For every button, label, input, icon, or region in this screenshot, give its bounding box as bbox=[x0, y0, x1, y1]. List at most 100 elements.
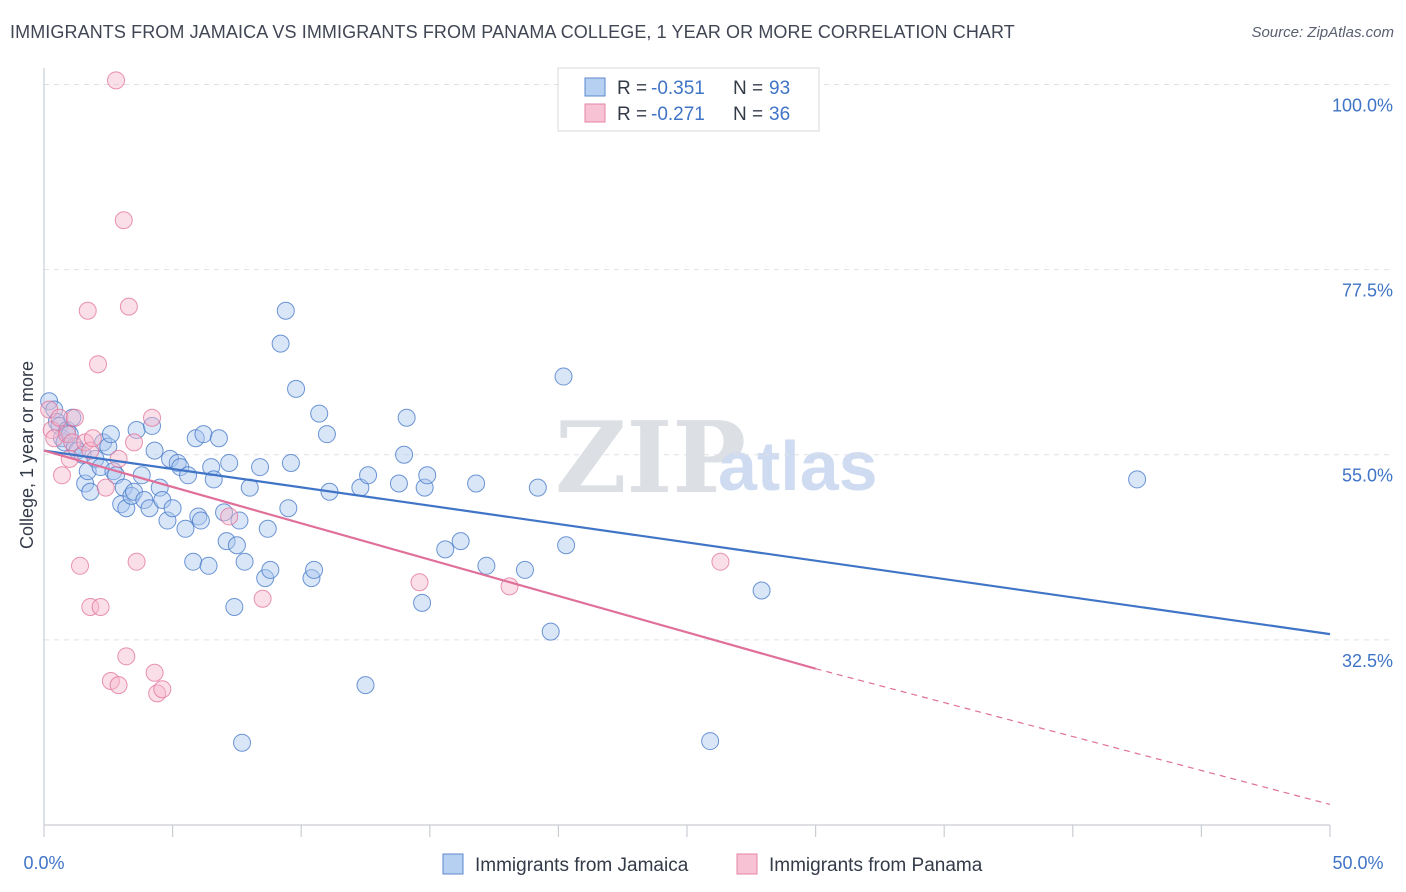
jamaica-point bbox=[752, 581, 771, 600]
jamaica-point bbox=[230, 511, 249, 530]
panama-point bbox=[711, 552, 730, 571]
jamaica-point bbox=[515, 560, 534, 579]
jamaica-point bbox=[258, 519, 277, 538]
jamaica-point bbox=[436, 540, 455, 559]
jamaica-point bbox=[389, 474, 408, 493]
panama-point bbox=[253, 589, 272, 608]
panama-point bbox=[125, 433, 144, 452]
jamaica-point bbox=[467, 474, 486, 493]
jamaica-point bbox=[451, 532, 470, 551]
panama-point bbox=[153, 680, 172, 699]
legend-r-value-panama: -0.271 bbox=[651, 104, 705, 125]
jamaica-point bbox=[132, 466, 151, 485]
trend-lines bbox=[43, 449, 1331, 806]
panama-point bbox=[50, 408, 69, 427]
jamaica-point bbox=[101, 425, 120, 444]
y-tick-label: 100.0% bbox=[1332, 95, 1393, 115]
jamaica-point bbox=[397, 408, 416, 427]
panama-point bbox=[78, 301, 97, 320]
jamaica-point bbox=[209, 429, 228, 448]
jamaica-point bbox=[81, 482, 100, 501]
panama-point bbox=[127, 552, 146, 571]
jamaica-point bbox=[176, 519, 195, 538]
trend-line-jamaica bbox=[43, 449, 1331, 636]
legend-r-label: R = bbox=[617, 78, 647, 99]
panama-point bbox=[53, 466, 72, 485]
series-legend: Immigrants from Jamaica Immigrants from … bbox=[442, 853, 983, 876]
jamaica-point bbox=[227, 536, 246, 555]
jamaica-point bbox=[701, 732, 720, 751]
correlation-legend: R = -0.351 N = 93 R = -0.271 N = 36 bbox=[557, 67, 820, 132]
jamaica-point bbox=[217, 532, 236, 551]
jamaica-point bbox=[557, 536, 576, 555]
y-tick-label: 32.5% bbox=[1342, 651, 1393, 671]
panama-point bbox=[117, 647, 136, 666]
x-tick-marks bbox=[43, 825, 1331, 837]
y-axis-label: College, 1 year or more bbox=[17, 361, 37, 549]
panama-point bbox=[91, 597, 110, 616]
jamaica-point bbox=[359, 466, 378, 485]
series-jamaica-points bbox=[40, 301, 1147, 752]
panama-point bbox=[83, 429, 102, 448]
jamaica-point bbox=[541, 622, 560, 641]
panama-point bbox=[107, 71, 126, 90]
legend-n-value-jamaica: 93 bbox=[769, 78, 790, 99]
y-tick-label: 77.5% bbox=[1342, 281, 1393, 301]
jamaica-point bbox=[163, 499, 182, 518]
bottom-legend-label-jamaica: Immigrants from Jamaica bbox=[475, 855, 689, 876]
panama-point bbox=[65, 408, 84, 427]
jamaica-point bbox=[145, 441, 164, 460]
jamaica-point bbox=[310, 404, 329, 423]
jamaica-point bbox=[281, 453, 300, 472]
jamaica-point bbox=[305, 560, 324, 579]
watermark-zip: ZIP bbox=[555, 401, 746, 516]
jamaica-point bbox=[1128, 470, 1147, 489]
panama-point bbox=[143, 408, 162, 427]
panama-point bbox=[81, 597, 100, 616]
jamaica-point bbox=[194, 425, 213, 444]
y-tick-label: 55.0% bbox=[1342, 466, 1393, 486]
legend-r-label: R = bbox=[617, 104, 647, 125]
legend-n-label: N = bbox=[733, 104, 763, 125]
series-panama-points bbox=[40, 71, 730, 703]
panama-point bbox=[109, 676, 128, 695]
chart-title: IMMIGRANTS FROM JAMAICA VS IMMIGRANTS FR… bbox=[10, 22, 1015, 42]
jamaica-point bbox=[271, 334, 290, 353]
watermark-atlas: atlas bbox=[718, 427, 878, 505]
panama-point bbox=[109, 449, 128, 468]
jamaica-point bbox=[191, 511, 210, 530]
jamaica-point bbox=[528, 478, 547, 497]
panama-point bbox=[89, 355, 108, 374]
panama-point bbox=[410, 573, 429, 592]
jamaica-point bbox=[418, 466, 437, 485]
jamaica-point bbox=[261, 560, 280, 579]
jamaica-point bbox=[235, 552, 254, 571]
jamaica-point bbox=[477, 556, 496, 575]
jamaica-point bbox=[287, 379, 306, 398]
jamaica-point bbox=[140, 499, 159, 518]
bottom-legend-swatch-panama bbox=[736, 853, 758, 875]
jamaica-point bbox=[199, 556, 218, 575]
legend-swatch-jamaica bbox=[584, 77, 606, 97]
panama-point bbox=[114, 211, 133, 230]
legend-r-value-jamaica: -0.351 bbox=[651, 78, 705, 99]
jamaica-point bbox=[184, 552, 203, 571]
jamaica-point bbox=[356, 676, 375, 695]
trend-line-panama bbox=[43, 449, 816, 670]
legend-n-value-panama: 36 bbox=[769, 104, 790, 125]
panama-point bbox=[119, 297, 138, 316]
trend-line-panama-extension bbox=[815, 668, 1331, 806]
x-tick-label-max: 50.0% bbox=[1332, 853, 1383, 873]
source-label: Source: ZipAtlas.com bbox=[1251, 24, 1394, 41]
bottom-legend-label-panama: Immigrants from Panama bbox=[769, 855, 983, 876]
jamaica-point bbox=[554, 367, 573, 386]
panama-point bbox=[96, 478, 115, 497]
panama-point bbox=[145, 663, 164, 682]
jamaica-point bbox=[233, 733, 252, 752]
jamaica-point bbox=[251, 458, 270, 477]
y-tick-labels: 32.5% 55.0% 77.5% 100.0% bbox=[1332, 95, 1393, 670]
panama-point bbox=[63, 433, 82, 452]
jamaica-point bbox=[220, 453, 239, 472]
jamaica-point bbox=[276, 301, 295, 320]
